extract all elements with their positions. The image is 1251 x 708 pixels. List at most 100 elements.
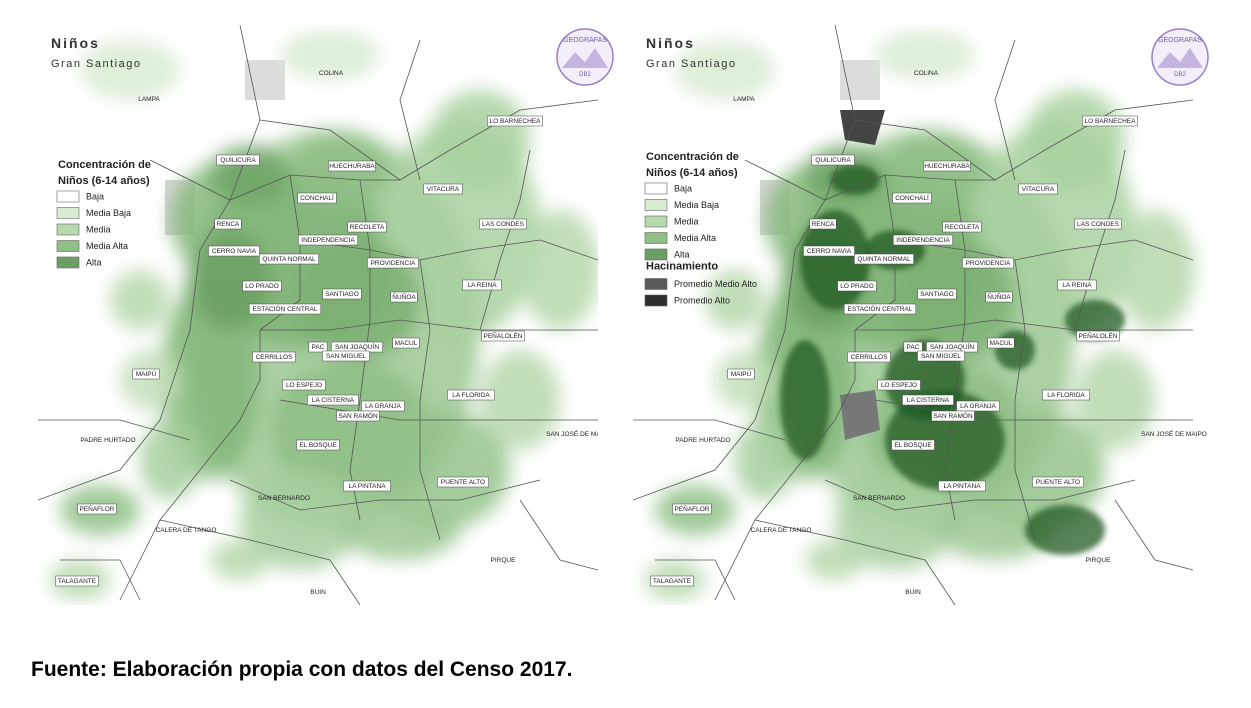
commune-label: ESTACIÓN CENTRAL — [253, 304, 318, 313]
density-blob — [280, 30, 380, 80]
commune-label-box — [843, 303, 917, 315]
commune-label: SAN BERNARDO — [853, 495, 905, 502]
map: COLINA LAMPA LO BARNECHEA QUILICURA HUECHURA… — [633, 25, 1215, 605]
density-blob — [875, 30, 975, 80]
legend-label: Media — [674, 216, 699, 226]
commune-label: LO ESPEJO — [881, 382, 917, 389]
commune-label: LA GRANJA — [960, 403, 996, 410]
density-blob — [110, 270, 170, 330]
legend-title: Niños (6-14 años) — [646, 167, 738, 179]
commune-label: PEÑAFLOR — [79, 504, 114, 513]
footer: Fuente: Elaboración propia con datos del… — [31, 658, 572, 681]
commune-label: PROVIDENCIA — [371, 260, 416, 267]
commune-label-box — [727, 368, 755, 380]
commune-label-box — [437, 476, 489, 488]
commune-label: SAN RAMÓN — [338, 411, 378, 420]
commune-boundary — [479, 149, 531, 331]
commune-label: SAN JOAQUÍN — [930, 342, 974, 351]
density-blob — [675, 40, 775, 100]
overcrowding-mid — [840, 390, 880, 440]
commune-label-box — [343, 480, 391, 492]
commune-label: LO PRADO — [840, 283, 874, 290]
commune-label-box — [1074, 218, 1122, 230]
commune-label-box — [214, 218, 242, 230]
commune-label: PADRE HURTADO — [80, 437, 135, 444]
commune-label-box — [923, 160, 971, 172]
commune-label-box — [917, 350, 965, 362]
logo-text: GEOGRAFAS — [1158, 37, 1202, 44]
commune-label: VITACURA — [1022, 186, 1055, 193]
legend-title: Hacinamiento — [646, 261, 718, 273]
commune-label: QUILICURA — [815, 157, 851, 164]
commune-label: SAN JOSÉ DE MAIPO — [1141, 429, 1207, 438]
commune-label: TALAGANTE — [653, 578, 692, 585]
commune-label: QUINTA NORMAL — [262, 256, 316, 263]
commune-label: LO BARNECHEA — [490, 118, 542, 125]
dense-area — [995, 330, 1035, 370]
legend-swatch — [644, 199, 668, 211]
commune-label: LA GRANJA — [365, 403, 401, 410]
legend-title: Niños (6-14 años) — [58, 175, 150, 187]
commune-boundary — [633, 25, 856, 501]
density-blob — [735, 420, 795, 500]
commune-label: LA CISTERNA — [312, 397, 355, 404]
legend-swatch — [644, 278, 668, 290]
commune-label-box — [447, 389, 495, 401]
density-blob — [715, 350, 775, 410]
map-title: Niños — [646, 35, 695, 51]
legend-label: Alta — [674, 249, 690, 259]
commune-label: PADRE HURTADO — [675, 437, 730, 444]
commune-boundary — [260, 319, 598, 331]
commune-label: SAN MIGUEL — [326, 353, 366, 360]
density-blob — [120, 350, 180, 410]
commune-label: RENCA — [217, 221, 240, 228]
commune-label-box — [328, 160, 376, 172]
legend-swatch — [644, 215, 668, 228]
density-blob — [210, 540, 270, 580]
commune-boundary — [399, 39, 421, 181]
commune-label: LAMPA — [733, 96, 755, 103]
legend-label: Promedio Medio Alto — [674, 279, 757, 289]
commune-label: MACUL — [395, 340, 418, 347]
urban-gray — [840, 60, 880, 100]
density-blob — [1075, 350, 1155, 450]
commune-label: SAN BERNARDO — [258, 495, 310, 502]
legend-label: Media — [86, 224, 111, 234]
commune-label-box — [650, 575, 694, 587]
commune-label-box — [938, 480, 986, 492]
map-subtitle: Gran Santiago — [646, 58, 736, 70]
commune-label: PROVIDENCIA — [966, 260, 1011, 267]
commune-label: LAS CONDES — [1077, 221, 1120, 228]
dense-area — [1025, 505, 1105, 555]
commune-label: RENCA — [812, 221, 835, 228]
commune-label-box — [208, 245, 260, 257]
commune-label: PEÑAFLOR — [674, 504, 709, 513]
commune-boundary — [824, 479, 1136, 511]
commune-boundary — [855, 319, 1193, 331]
map-subtitle: Gran Santiago — [51, 58, 141, 70]
commune-label-box — [877, 379, 921, 391]
legend-swatch — [56, 190, 80, 203]
commune-label-box — [1018, 183, 1058, 195]
commune-label: COLINA — [319, 70, 344, 77]
logo-sub: DB2 — [1174, 72, 1186, 78]
commune-label: INDEPENDENCIA — [301, 237, 355, 244]
commune-boundary — [1074, 149, 1126, 331]
commune-label: QUILICURA — [220, 157, 256, 164]
commune-boundary — [299, 239, 598, 261]
density-blob — [430, 90, 530, 190]
legend-swatch — [644, 232, 668, 244]
commune-label-box — [252, 351, 296, 363]
logo-text: GEOGRAFAS — [563, 37, 607, 44]
dense-area — [780, 340, 830, 460]
commune-label: ÑUÑOA — [392, 292, 416, 301]
commune-label: EL BOSQUE — [894, 442, 932, 449]
commune-label-box — [322, 350, 370, 362]
commune-label: HUECHURABA — [924, 163, 970, 170]
map: COLINA LAMPA LO BARNECHEA QUILICURA HUECHURA… — [38, 25, 598, 605]
commune-label-box — [259, 253, 319, 265]
density-blob — [1025, 90, 1125, 190]
legend-label: Media Alta — [86, 241, 128, 251]
